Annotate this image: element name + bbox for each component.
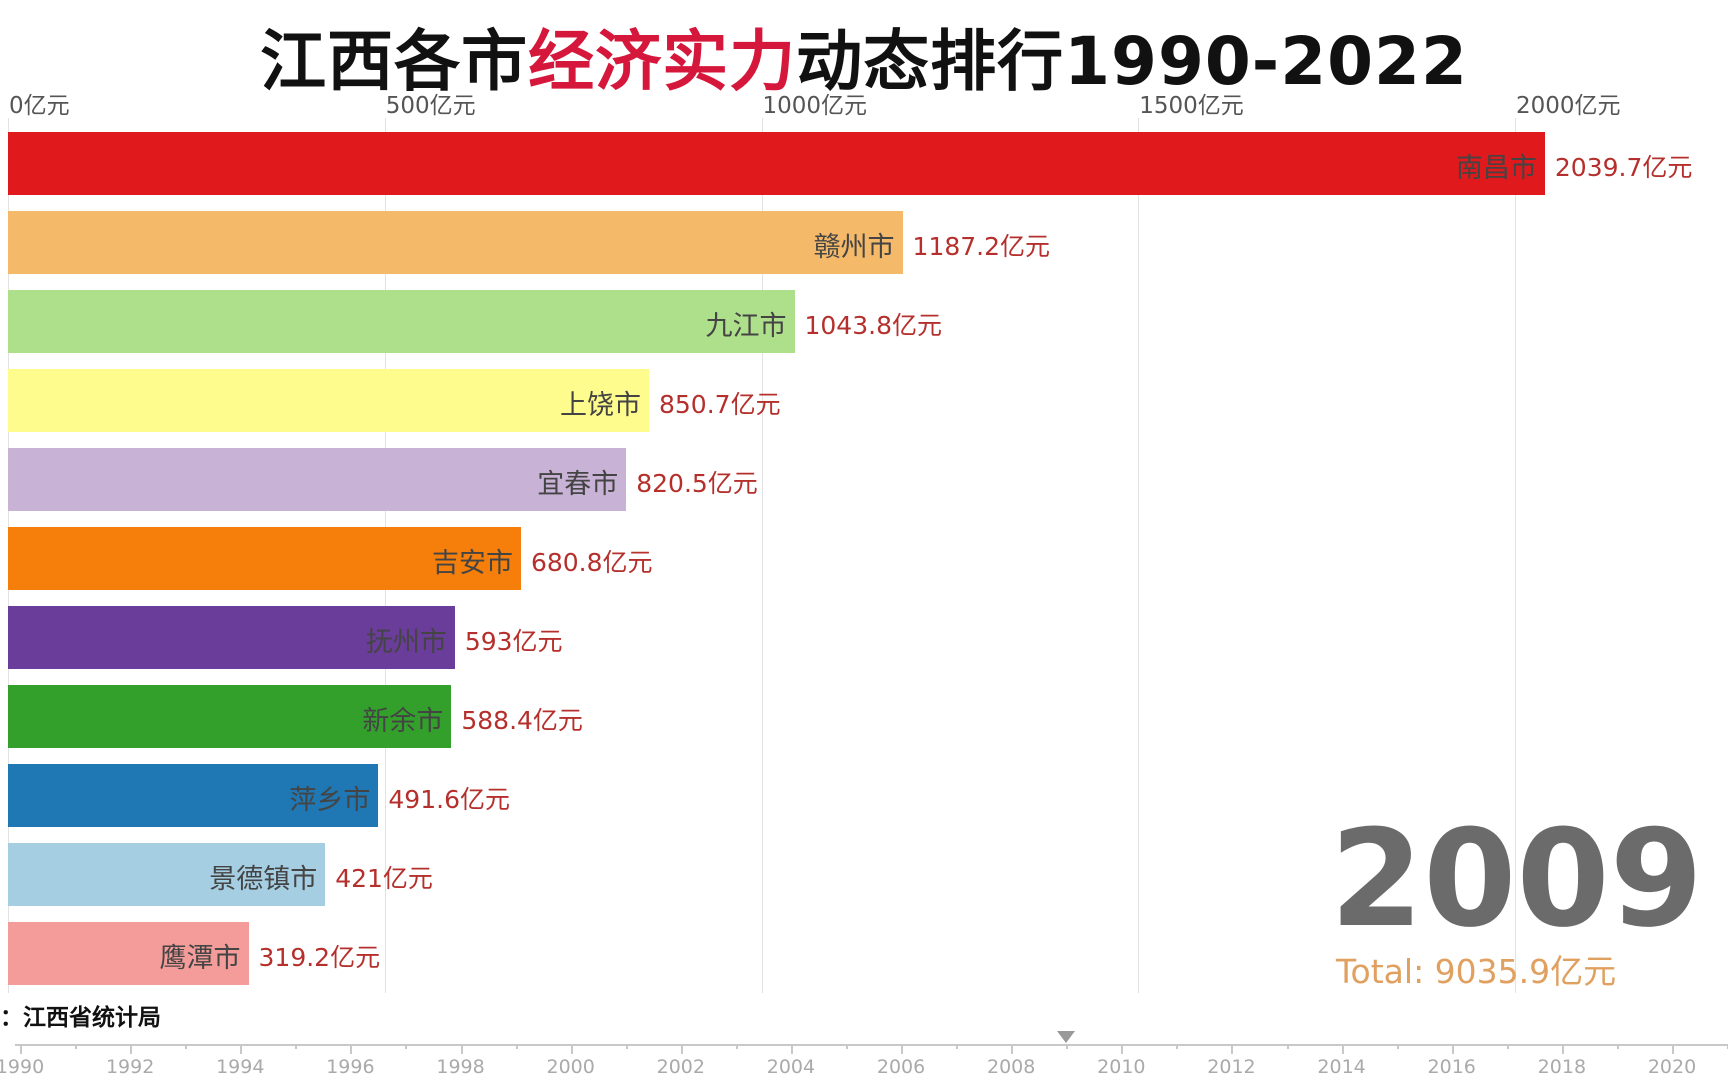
x-tick-label: 2000亿元 (1516, 93, 1621, 119)
bar (8, 132, 1545, 195)
bar-value-label: 1187.2亿元 (912, 232, 1051, 261)
timeline-tick (1561, 1044, 1564, 1054)
bar (8, 843, 326, 906)
timeline-tick (956, 1044, 959, 1049)
bar-category-label: 九江市 (705, 311, 787, 342)
bar-value-label: 421亿元 (335, 864, 433, 893)
bar-category-label: 新余市 (362, 706, 444, 737)
timeline-tick (295, 1044, 298, 1049)
timeline-year-label[interactable]: 2020 (1647, 1056, 1697, 1078)
bar (8, 527, 521, 590)
timeline-marker-icon[interactable] (1057, 1031, 1076, 1043)
timeline-tick (1231, 1044, 1234, 1054)
bar-category-label: 上饶市 (560, 390, 642, 421)
timeline-year-label[interactable]: 2008 (987, 1056, 1036, 1078)
timeline-tick (1396, 1044, 1399, 1049)
gridline (1515, 118, 1516, 993)
timeline-tick (515, 1044, 518, 1049)
bar-value-label: 319.2亿元 (258, 943, 381, 972)
bar-value-label: 593亿元 (464, 627, 563, 656)
total-label: Total: 9035.9亿元 (1336, 952, 1617, 991)
gridline (1138, 118, 1140, 993)
timeline-tick (20, 1044, 22, 1054)
title-part3: 动态排行1990-2022 (796, 23, 1468, 100)
bar-category-label: 赣州市 (813, 232, 895, 263)
timeline-tick (1286, 1044, 1289, 1049)
bar (8, 764, 379, 827)
current-year: 2009 (1330, 801, 1703, 957)
bar (8, 922, 249, 985)
timeline-year-label[interactable]: 1998 (436, 1056, 485, 1078)
timeline-year-label[interactable]: 1990 (0, 1056, 45, 1078)
timeline-tick (1121, 1044, 1124, 1054)
timeline-track[interactable] (15, 1044, 1728, 1046)
timeline-tick (625, 1044, 628, 1049)
bar-value-label: 820.5亿元 (636, 469, 758, 498)
timeline-tick (1672, 1044, 1674, 1054)
timeline-tick (1176, 1044, 1179, 1049)
bar-value-label: 680.8亿元 (530, 548, 653, 577)
title-highlight: 经济实力 (528, 23, 797, 100)
source-note: ：江西省统计局 (0, 1005, 161, 1031)
bar (8, 448, 627, 511)
timeline-tick (405, 1044, 408, 1049)
gridline (761, 118, 763, 993)
timeline-tick (240, 1044, 243, 1054)
timeline-tick (680, 1044, 683, 1054)
bar-category-label: 南昌市 (1455, 153, 1537, 184)
bar-category-label: 鹰潭市 (159, 943, 241, 974)
bar (8, 211, 903, 274)
bar-category-label: 景德镇市 (209, 864, 318, 895)
bar-value-label: 850.7亿元 (659, 390, 781, 419)
bar-value-label: 588.4亿元 (461, 706, 583, 735)
timeline-year-label[interactable]: 1994 (216, 1056, 265, 1078)
timeline-tick (1341, 1044, 1344, 1054)
timeline-tick (846, 1044, 848, 1049)
bar (8, 685, 452, 748)
bar (8, 606, 455, 669)
timeline-year-label[interactable]: 2006 (876, 1056, 926, 1078)
timeline-tick (1616, 1044, 1619, 1049)
timeline-tick (735, 1044, 738, 1049)
x-tick-label: 1000亿元 (762, 93, 868, 119)
timeline-slider[interactable]: 1990 1992 1994 1996 1998 2000 2002 2004 2006 2008… (0, 1030, 1728, 1080)
bar-value-label: 491.6亿元 (388, 785, 510, 814)
timeline-year-label[interactable]: 2016 (1427, 1056, 1476, 1078)
timeline-tick (350, 1044, 353, 1054)
timeline-tick (75, 1044, 78, 1049)
chart-title: 江西各市经济实力动态排行1990-2022 (0, 8, 1728, 104)
timeline-tick (460, 1044, 463, 1054)
bar (8, 290, 795, 353)
timeline-year-label[interactable]: 2004 (766, 1056, 816, 1078)
timeline-tick (790, 1044, 793, 1054)
bar-value-label: 1043.8亿元 (804, 311, 942, 340)
timeline-year-label[interactable]: 2010 (1097, 1056, 1146, 1078)
timeline-tick (570, 1044, 573, 1054)
bar-value-label: 2039.7亿元 (1554, 153, 1693, 182)
timeline-year-label[interactable]: 1992 (105, 1056, 155, 1078)
timeline-year-label[interactable]: 2018 (1537, 1056, 1587, 1078)
timeline-tick (1451, 1044, 1454, 1054)
timeline-year-label[interactable]: 1996 (326, 1056, 375, 1078)
timeline-year-label[interactable]: 2014 (1317, 1056, 1366, 1078)
timeline-tick (185, 1044, 188, 1049)
timeline-year-label[interactable]: 2000 (546, 1056, 595, 1078)
bar (8, 369, 649, 432)
timeline-tick (130, 1044, 133, 1054)
timeline-year-label[interactable]: 2012 (1207, 1056, 1256, 1078)
title-part1: 江西各市 (260, 23, 529, 100)
timeline-tick (901, 1044, 904, 1054)
timeline-tick (1011, 1044, 1014, 1054)
timeline-tick (1066, 1044, 1069, 1049)
bar-category-label: 抚州市 (365, 627, 447, 658)
x-tick-label: 0亿元 (9, 93, 70, 119)
bar-category-label: 宜春市 (537, 469, 619, 500)
x-tick-label: 500亿元 (385, 93, 476, 119)
bar-category-label: 萍乡市 (289, 785, 371, 816)
bar-category-label: 吉安市 (431, 548, 513, 579)
timeline-year-label[interactable]: 2002 (656, 1056, 705, 1078)
x-tick-label: 1500亿元 (1139, 93, 1244, 119)
timeline-tick (1506, 1044, 1509, 1049)
